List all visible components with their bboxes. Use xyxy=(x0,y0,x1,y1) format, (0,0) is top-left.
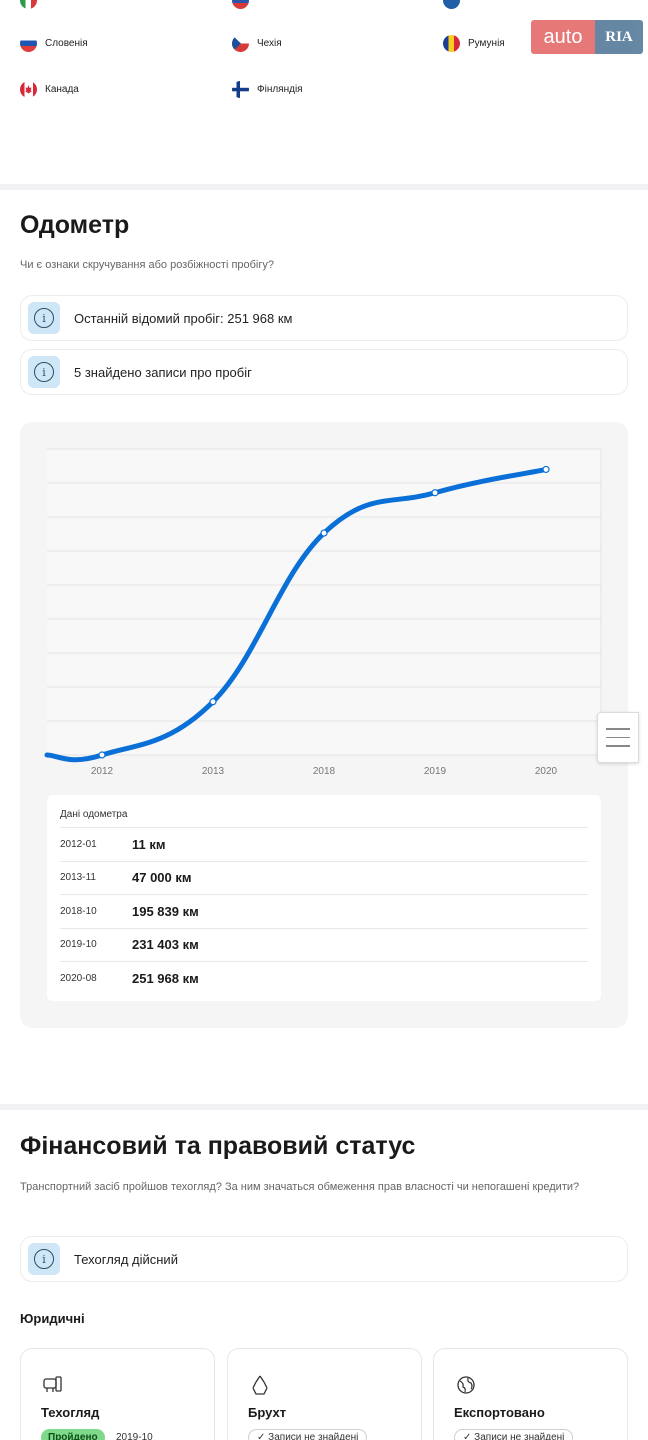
autoria-logo: auto RIA xyxy=(531,20,643,54)
row-date: 2012-01 xyxy=(60,838,97,850)
menu-line-icon xyxy=(606,736,630,739)
menu-line-icon xyxy=(606,745,630,747)
row-value: 11 км xyxy=(132,836,166,852)
export-card[interactable]: Експортовано ✓ Записи не знайдені xyxy=(433,1348,628,1440)
table-row: 2018-10 195 839 км xyxy=(60,895,588,929)
status-badge: ✓ Записи не знайдені xyxy=(248,1429,368,1440)
menu-button[interactable] xyxy=(597,712,639,763)
badge-date: 2019-10 xyxy=(116,1432,153,1440)
recycle-icon xyxy=(252,1375,268,1395)
country-canada: Канада xyxy=(20,81,79,98)
sweden-flag-icon xyxy=(443,0,460,9)
section-divider xyxy=(0,184,648,190)
legal-label: Юридичні xyxy=(20,1311,85,1326)
country-romania: Румунія xyxy=(443,35,505,52)
row-value: 251 968 км xyxy=(132,971,199,987)
row-date: 2013-11 xyxy=(60,872,96,884)
card-title: Експортовано xyxy=(454,1405,545,1420)
badge-text: Записи не знайдені xyxy=(474,1432,565,1440)
countries-section: Словенія Чехія Румунія Канада Фінляндія xyxy=(0,0,648,184)
table-row: 2013-11 47 000 км xyxy=(60,862,588,895)
last-mileage-text: Останній відомий пробіг: 251 968 км xyxy=(74,310,293,326)
czech-flag-icon xyxy=(232,35,249,52)
table-row: 2020-08 251 968 км xyxy=(60,962,588,996)
romania-flag-icon xyxy=(443,35,460,52)
x-tick-label: 2019 xyxy=(424,766,447,777)
logo-part-ria: RIA xyxy=(595,20,643,54)
x-tick-label: 2013 xyxy=(202,766,225,777)
x-tick-label: 2012 xyxy=(91,766,114,777)
inspection-valid-text: Техогляд дійсний xyxy=(74,1251,178,1267)
finland-flag-icon xyxy=(232,81,249,98)
row-date: 2020-08 xyxy=(60,973,97,985)
country-label: Чехія xyxy=(257,38,282,49)
scrap-card[interactable]: Брухт ✓ Записи не знайдені xyxy=(227,1348,422,1440)
country-label: Румунія xyxy=(468,38,505,49)
table-row: 2019-10 231 403 км xyxy=(60,929,588,962)
country-italy xyxy=(20,0,37,9)
odometer-title: Одометр xyxy=(20,211,130,239)
records-found-card: i 5 знайдено записи про пробіг xyxy=(20,349,628,395)
country-slovenia: Словенія xyxy=(20,35,88,52)
data-point xyxy=(542,465,550,474)
odometer-table-title: Дані одометра xyxy=(60,795,588,828)
country-label: Канада xyxy=(45,84,79,95)
globe-icon xyxy=(457,1376,475,1394)
inspection-icon xyxy=(43,1376,62,1392)
records-found-text: 5 знайдено записи про пробіг xyxy=(74,364,252,380)
plot-area xyxy=(47,449,601,755)
row-value: 47 000 км xyxy=(132,870,192,886)
row-date: 2019-10 xyxy=(60,939,97,951)
country-label: Фінляндія xyxy=(257,84,303,95)
info-icon: i xyxy=(28,1243,60,1275)
row-date: 2018-10 xyxy=(60,905,97,917)
country-finland: Фінляндія xyxy=(232,81,303,98)
finance-subtitle: Транспортний засіб пройшов техогляд? За … xyxy=(20,1181,580,1193)
odometer-chart: 2012 2013 2018 2019 2020 xyxy=(44,448,602,777)
row-value: 231 403 км xyxy=(132,937,199,953)
slovenia-flag-icon xyxy=(20,35,37,52)
menu-line-icon xyxy=(606,728,630,730)
logo-part-auto: auto xyxy=(531,20,595,54)
data-point xyxy=(209,698,217,706)
country-czech: Чехія xyxy=(232,35,282,52)
data-point xyxy=(98,751,106,759)
table-row: 2012-01 11 км xyxy=(60,828,588,862)
info-icon: i xyxy=(28,356,60,388)
section-divider xyxy=(0,1104,648,1110)
data-point xyxy=(431,489,439,497)
x-tick-label: 2020 xyxy=(535,766,558,777)
badge-text: Записи не знайдені xyxy=(268,1432,359,1440)
canada-flag-icon xyxy=(20,81,37,98)
card-title: Техогляд xyxy=(41,1405,100,1420)
inspection-card[interactable]: Техогляд Пройдено 2019-10 xyxy=(20,1348,215,1440)
card-title: Брухт xyxy=(248,1405,287,1420)
odometer-subtitle: Чи є ознаки скручування або розбіжності … xyxy=(20,259,275,271)
row-value: 195 839 км xyxy=(132,903,199,919)
status-badge: ✓ Записи не знайдені xyxy=(454,1429,574,1440)
status-badge: Пройдено xyxy=(41,1429,105,1440)
x-tick-label: 2018 xyxy=(313,766,336,777)
finance-title: Фінансовий та правовий статус xyxy=(20,1132,416,1160)
data-point xyxy=(320,529,328,537)
slovakia-flag-icon xyxy=(232,0,249,9)
country-slovakia xyxy=(232,0,249,9)
country-label: Словенія xyxy=(45,38,88,49)
country-sweden xyxy=(443,0,460,9)
inspection-valid-card: i Техогляд дійсний xyxy=(20,1236,628,1282)
last-mileage-card: i Останній відомий пробіг: 251 968 км xyxy=(20,295,628,341)
italy-flag-icon xyxy=(20,0,37,9)
info-icon: i xyxy=(28,302,60,334)
odometer-table: Дані одометра 2012-01 11 км 2013-11 47 0… xyxy=(47,795,601,1001)
